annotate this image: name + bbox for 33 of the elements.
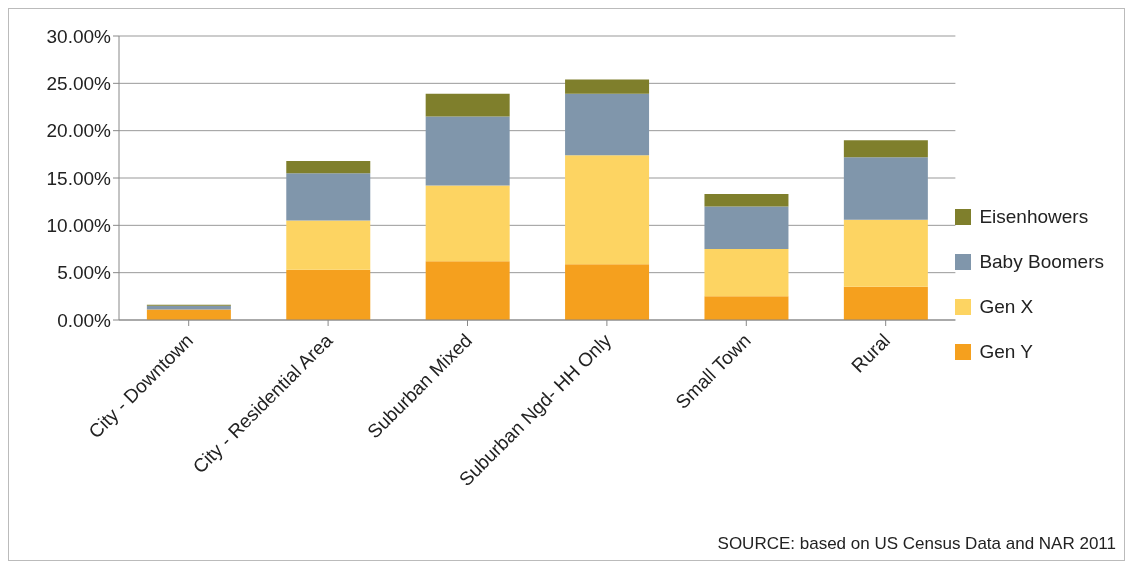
- bar: [565, 264, 650, 320]
- y-tick-label: 0.00%: [57, 309, 112, 331]
- bar: [146, 305, 231, 310]
- bar: [704, 206, 789, 249]
- bar: [843, 286, 928, 320]
- y-tick-label: 30.00%: [46, 25, 112, 47]
- source-note: SOURCE: based on US Census Data and NAR 2011: [717, 534, 1116, 554]
- bar: [704, 249, 789, 297]
- bar: [425, 185, 510, 262]
- bar: [425, 261, 510, 320]
- y-tick-label: 15.00%: [46, 167, 112, 189]
- legend-label: Eisenhowers: [979, 206, 1089, 228]
- legend-label: Gen X: [979, 296, 1034, 318]
- bar: [565, 93, 650, 156]
- bar: [704, 296, 789, 320]
- legend-label: Gen Y: [979, 341, 1033, 363]
- bar: [286, 173, 371, 221]
- bar: [843, 219, 928, 287]
- bar: [425, 93, 510, 117]
- bar: [843, 140, 928, 158]
- y-tick-label: 25.00%: [46, 73, 112, 95]
- y-tick-label: 10.00%: [46, 215, 112, 237]
- bar: [565, 155, 650, 265]
- bar: [565, 79, 650, 94]
- y-tick-label: 5.00%: [57, 262, 112, 284]
- bar: [704, 194, 789, 207]
- bar: [425, 116, 510, 186]
- legend-label: Baby Boomers: [979, 251, 1104, 273]
- y-tick-label: 20.00%: [46, 120, 112, 142]
- bar: [286, 269, 371, 320]
- bar: [286, 220, 371, 270]
- bar: [286, 160, 371, 174]
- bar: [843, 157, 928, 220]
